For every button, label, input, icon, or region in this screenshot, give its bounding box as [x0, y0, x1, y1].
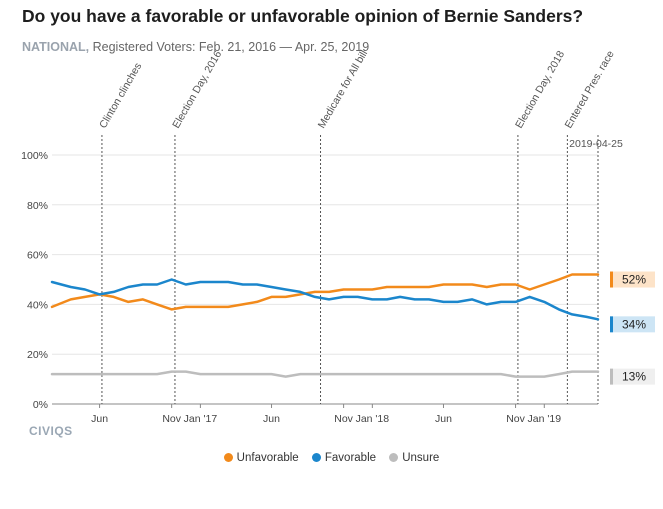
end-marker-favorable: [610, 316, 613, 333]
legend-item-unfavorable[interactable]: Unfavorable: [223, 452, 299, 464]
legend-label-unfavorable: Unfavorable: [236, 452, 299, 464]
x-tick-label: Jan '19: [528, 413, 562, 425]
civiqs-logo: CIVIQS: [29, 424, 73, 438]
end-marker-unfavorable: [610, 271, 613, 288]
y-tick-label: 20%: [27, 349, 48, 361]
x-tick-label: Jan '18: [356, 413, 390, 425]
end-label-box-favorable: [613, 316, 655, 333]
end-label-unsure: 13%: [622, 370, 646, 384]
legend-swatch-unfavorable: [223, 453, 233, 462]
line-chart: Clinton clinches Election Day, 2016 Medica…: [21, 48, 655, 425]
gridlines: [52, 154, 598, 405]
event-markers: Clinton clinches Election Day, 2016 Medica…: [97, 48, 623, 404]
event-label: Clinton clinches: [97, 61, 144, 131]
series-line-unfavorable: [50, 273, 600, 311]
x-tick-label: Jun: [91, 413, 108, 425]
y-tick-label: 40%: [27, 299, 48, 311]
event-label: Entered Pres. race: [563, 49, 617, 131]
legend-label-favorable: Favorable: [324, 452, 377, 464]
series-lines: [50, 273, 600, 378]
chart-legend: Unfavorable Favorable Unsure: [0, 452, 663, 464]
chart-subtitle: NATIONAL, Registered Voters: Feb. 21, 20…: [22, 40, 369, 54]
legend-swatch-favorable: [311, 453, 321, 462]
y-tick-label: 60%: [27, 250, 48, 262]
event-label: Medicare for All bill: [316, 48, 370, 130]
event-label: Election Day, 2018: [513, 49, 567, 131]
end-label-unfavorable: 52%: [622, 273, 646, 287]
x-tick-label: Nov: [506, 413, 525, 425]
current-date-label: 2019-04-25: [569, 138, 623, 150]
y-tick-label: 0%: [33, 399, 48, 411]
end-marker-unsure: [610, 368, 613, 385]
x-tick-label: Nov: [334, 413, 353, 425]
series-line-unsure: [50, 370, 600, 378]
x-tick-label: Jun: [263, 413, 280, 425]
y-tick-label: 100%: [21, 150, 48, 162]
end-label-favorable: 34%: [622, 317, 646, 331]
legend-swatch-unsure: [389, 453, 399, 462]
end-labels: 52% 34% 13%: [610, 271, 655, 385]
series-line-favorable: [50, 278, 600, 321]
x-tick-label: Jun: [435, 413, 452, 425]
y-tick-label: 80%: [27, 200, 48, 212]
axes: 0%20%40%60%80%100%Jun Nov Jan '17 Jun Nov Jan…: [21, 150, 561, 425]
legend-label-unsure: Unsure: [402, 452, 440, 464]
end-label-box-unfavorable: [613, 271, 655, 288]
chart-title: Do you have a favorable or unfavorable o…: [22, 6, 584, 26]
legend-item-favorable[interactable]: Favorable: [311, 452, 377, 464]
event-label: Election Day, 2016: [170, 49, 224, 131]
scope-label: NATIONAL,: [22, 40, 90, 54]
date-range-label: Registered Voters: Feb. 21, 2016 — Apr. …: [92, 40, 370, 54]
legend-item-unsure[interactable]: Unsure: [389, 452, 439, 464]
end-label-box-unsure: [613, 368, 655, 385]
x-tick-label: Jan '17: [184, 413, 218, 425]
x-tick-label: Nov: [162, 413, 181, 425]
